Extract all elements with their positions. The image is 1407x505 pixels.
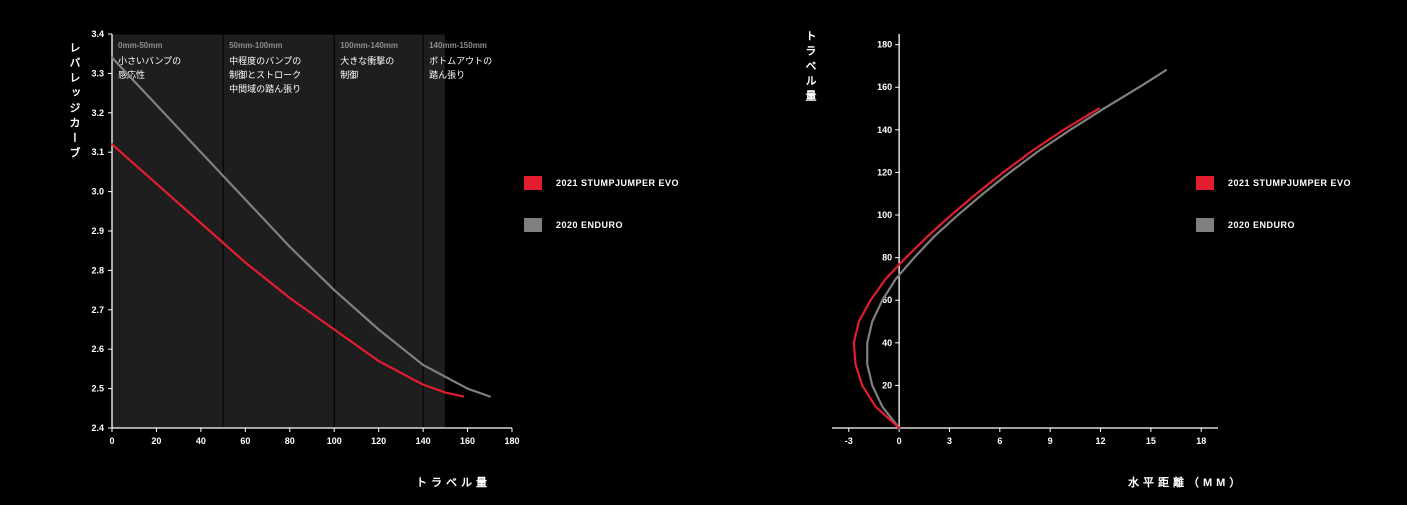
svg-text:中程度のバンプの: 中程度のバンプの xyxy=(229,55,301,66)
legend-label-a: 2021 STUMPJUMPER EVO xyxy=(556,178,679,188)
svg-text:6: 6 xyxy=(997,436,1002,446)
leverage-curve-panel: レバレッジカーブ 2.4 2.5 2.6 2.7 2.8 2.9 3.0 3.1 3.2 3.3 3… xyxy=(0,0,740,505)
legend-row-a: 2021 STUMPJUMPER EVO xyxy=(1196,176,1351,190)
legend-label-a: 2021 STUMPJUMPER EVO xyxy=(1228,178,1351,188)
legend-row-a: 2021 STUMPJUMPER EVO xyxy=(524,176,679,190)
svg-text:40: 40 xyxy=(882,338,892,348)
left-chart-svg: 2.4 2.5 2.6 2.7 2.8 2.9 3.0 3.1 3.2 3.3 3.4 0 20 40 60… xyxy=(90,28,520,458)
svg-text:2.8: 2.8 xyxy=(91,265,104,275)
svg-text:踏ん張り: 踏ん張り xyxy=(429,69,465,80)
svg-text:制御とストローク: 制御とストローク xyxy=(229,69,301,80)
svg-text:3: 3 xyxy=(947,436,952,446)
left-legend: 2021 STUMPJUMPER EVO 2020 ENDURO xyxy=(524,176,679,260)
svg-text:80: 80 xyxy=(882,253,892,263)
right-legend: 2021 STUMPJUMPER EVO 2020 ENDURO xyxy=(1196,176,1351,260)
svg-text:120: 120 xyxy=(371,436,386,446)
svg-text:120: 120 xyxy=(877,167,892,177)
svg-text:3.3: 3.3 xyxy=(91,68,104,78)
svg-text:50mm-100mm: 50mm-100mm xyxy=(229,41,282,50)
svg-text:140: 140 xyxy=(416,436,431,446)
axle-path-panel: トラベル量 20406080100120140160180-3036912151… xyxy=(740,0,1407,505)
svg-text:中間域の踏ん張り: 中間域の踏ん張り xyxy=(229,83,301,94)
svg-text:80: 80 xyxy=(285,436,295,446)
svg-text:140mm-150mm: 140mm-150mm xyxy=(429,41,487,50)
legend-swatch-b xyxy=(1196,218,1214,232)
legend-swatch-a xyxy=(524,176,542,190)
left-x-title: トラベル量 xyxy=(416,474,491,490)
svg-text:160: 160 xyxy=(460,436,475,446)
svg-text:100: 100 xyxy=(327,436,342,446)
svg-text:12: 12 xyxy=(1096,436,1106,446)
svg-text:2.4: 2.4 xyxy=(91,423,104,433)
svg-text:小さいバンプの: 小さいバンプの xyxy=(118,56,181,66)
svg-text:9: 9 xyxy=(1048,436,1053,446)
svg-text:3.0: 3.0 xyxy=(91,187,104,197)
svg-text:20: 20 xyxy=(882,380,892,390)
svg-text:制御: 制御 xyxy=(340,69,358,80)
svg-text:2.7: 2.7 xyxy=(91,305,104,315)
right-x-title: 水平距離（MM） xyxy=(1128,474,1244,490)
right-chart-svg: 20406080100120140160180-30369121518 xyxy=(826,28,1226,458)
svg-text:180: 180 xyxy=(504,436,519,446)
svg-text:100: 100 xyxy=(877,210,892,220)
svg-text:ボトムアウトの: ボトムアウトの xyxy=(429,56,492,66)
svg-text:160: 160 xyxy=(877,82,892,92)
svg-text:3.4: 3.4 xyxy=(91,29,104,39)
svg-text:0mm-50mm: 0mm-50mm xyxy=(118,41,162,50)
svg-text:2.9: 2.9 xyxy=(91,226,104,236)
svg-text:-3: -3 xyxy=(845,436,853,446)
svg-text:40: 40 xyxy=(196,436,206,446)
svg-text:20: 20 xyxy=(151,436,161,446)
legend-swatch-b xyxy=(524,218,542,232)
legend-label-b: 2020 ENDURO xyxy=(556,220,623,230)
svg-text:100mm-140mm: 100mm-140mm xyxy=(340,41,398,50)
svg-text:0: 0 xyxy=(897,436,902,446)
svg-text:18: 18 xyxy=(1196,436,1206,446)
svg-text:3.2: 3.2 xyxy=(91,108,104,118)
legend-swatch-a xyxy=(1196,176,1214,190)
svg-text:大きな衝撃の: 大きな衝撃の xyxy=(340,55,394,66)
legend-label-b: 2020 ENDURO xyxy=(1228,220,1295,230)
legend-row-b: 2020 ENDURO xyxy=(1196,218,1351,232)
right-y-title: トラベル量 xyxy=(802,30,818,105)
left-y-title: レバレッジカーブ xyxy=(66,42,82,162)
svg-text:0: 0 xyxy=(109,436,114,446)
svg-text:2.5: 2.5 xyxy=(91,384,104,394)
svg-text:15: 15 xyxy=(1146,436,1156,446)
svg-text:3.1: 3.1 xyxy=(91,147,104,157)
svg-text:180: 180 xyxy=(877,40,892,50)
svg-text:2.6: 2.6 xyxy=(91,344,104,354)
svg-text:140: 140 xyxy=(877,125,892,135)
svg-text:60: 60 xyxy=(240,436,250,446)
legend-row-b: 2020 ENDURO xyxy=(524,218,679,232)
